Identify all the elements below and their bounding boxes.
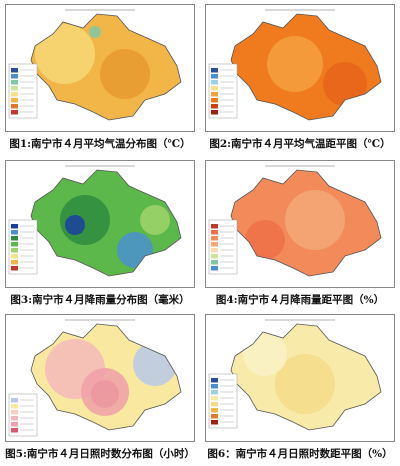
legend-box bbox=[208, 219, 238, 275]
legend-swatch bbox=[211, 104, 218, 109]
map-zone bbox=[245, 220, 285, 260]
legend-swatch bbox=[211, 414, 218, 419]
legend-swatch bbox=[211, 384, 218, 389]
legend bbox=[208, 373, 238, 429]
legend-swatch bbox=[211, 230, 218, 235]
legend-swatch bbox=[211, 266, 218, 271]
legend-swatch bbox=[11, 410, 18, 415]
legend-swatch bbox=[11, 80, 18, 85]
map-zone bbox=[89, 26, 101, 38]
legend-swatch bbox=[11, 422, 18, 427]
caption: 图2:南宁市４月平均气温距平图（℃） bbox=[209, 138, 391, 150]
map-zone bbox=[81, 368, 129, 416]
legend-swatch bbox=[211, 74, 218, 79]
map bbox=[5, 4, 195, 132]
legend bbox=[208, 219, 238, 275]
legend-swatch bbox=[211, 86, 218, 91]
legend-swatch bbox=[11, 230, 18, 235]
legend-swatch bbox=[211, 68, 218, 73]
legend-swatch bbox=[211, 420, 218, 425]
map-zones bbox=[60, 195, 170, 268]
figure: 图2:南宁市４月平均气温距平图（℃） bbox=[205, 4, 395, 151]
figure: 图5:南宁市４月日照时数分布图（小时） bbox=[5, 314, 195, 461]
map-zone bbox=[323, 62, 367, 106]
legend-swatch bbox=[11, 104, 18, 109]
legend-swatch bbox=[11, 224, 18, 229]
legend-swatch bbox=[11, 110, 18, 115]
map bbox=[205, 314, 395, 442]
map-zones bbox=[245, 190, 345, 260]
legend bbox=[8, 393, 38, 437]
legend-box bbox=[208, 373, 238, 429]
legend-swatch bbox=[11, 74, 18, 79]
legend-swatch bbox=[11, 242, 18, 247]
map-zones bbox=[35, 24, 150, 99]
figure: 图4:南宁市４月降雨量距平图（%） bbox=[205, 160, 395, 307]
legend-swatch bbox=[211, 98, 218, 103]
legend bbox=[8, 63, 38, 119]
legend-swatch bbox=[211, 402, 218, 407]
map-zones bbox=[267, 36, 367, 106]
legend-swatch bbox=[11, 254, 18, 259]
legend-box bbox=[208, 63, 238, 119]
legend-swatch bbox=[11, 398, 18, 403]
map bbox=[5, 314, 195, 442]
legend-swatch bbox=[211, 242, 218, 247]
legend-box bbox=[8, 63, 38, 119]
figure: 图1:南宁市４月平均气温分布图（℃） bbox=[5, 4, 195, 151]
legend-swatch bbox=[211, 390, 218, 395]
legend-swatch bbox=[11, 260, 18, 265]
legend-swatch bbox=[11, 416, 18, 421]
map bbox=[205, 160, 395, 288]
legend-swatch bbox=[11, 236, 18, 241]
legend-swatch bbox=[11, 86, 18, 91]
legend-swatch bbox=[11, 428, 18, 433]
caption: 图4:南宁市４月降雨量距平图（%） bbox=[215, 294, 385, 306]
caption: 图6：南宁市４月日照时数距平图（%） bbox=[207, 448, 393, 460]
legend-swatch bbox=[211, 92, 218, 97]
legend-box bbox=[8, 219, 38, 275]
map bbox=[205, 4, 395, 132]
legend bbox=[8, 219, 38, 275]
legend-swatch bbox=[211, 236, 218, 241]
legend-swatch bbox=[211, 248, 218, 253]
figure: 图6：南宁市４月日照时数距平图（%） bbox=[205, 314, 395, 461]
map-zone bbox=[275, 354, 335, 414]
map-zone bbox=[35, 24, 95, 84]
legend-swatch bbox=[11, 404, 18, 409]
legend-swatch bbox=[11, 92, 18, 97]
caption: 图1:南宁市４月平均气温分布图（℃） bbox=[9, 138, 191, 150]
legend-swatch bbox=[211, 224, 218, 229]
figure: 图3:南宁市４月降雨量分布图（毫米） bbox=[5, 160, 195, 307]
map-zone bbox=[140, 205, 170, 235]
map-zone bbox=[65, 215, 85, 235]
map-zone bbox=[285, 190, 345, 250]
map-zone bbox=[100, 49, 150, 99]
map-zones bbox=[243, 332, 335, 414]
map bbox=[5, 160, 195, 288]
legend bbox=[208, 63, 238, 119]
caption: 图5:南宁市４月日照时数分布图（小时） bbox=[5, 448, 195, 460]
legend-swatch bbox=[11, 68, 18, 73]
legend-swatch bbox=[11, 266, 18, 271]
legend-swatch bbox=[211, 396, 218, 401]
legend-swatch bbox=[211, 110, 218, 115]
legend-swatch bbox=[211, 80, 218, 85]
caption: 图3:南宁市４月降雨量分布图（毫米） bbox=[10, 294, 190, 306]
legend-swatch bbox=[211, 254, 218, 259]
legend-swatch bbox=[11, 248, 18, 253]
legend-swatch bbox=[211, 408, 218, 413]
map-zone bbox=[267, 36, 323, 92]
legend-swatch bbox=[211, 260, 218, 265]
legend-swatch bbox=[11, 98, 18, 103]
legend-swatch bbox=[211, 378, 218, 383]
